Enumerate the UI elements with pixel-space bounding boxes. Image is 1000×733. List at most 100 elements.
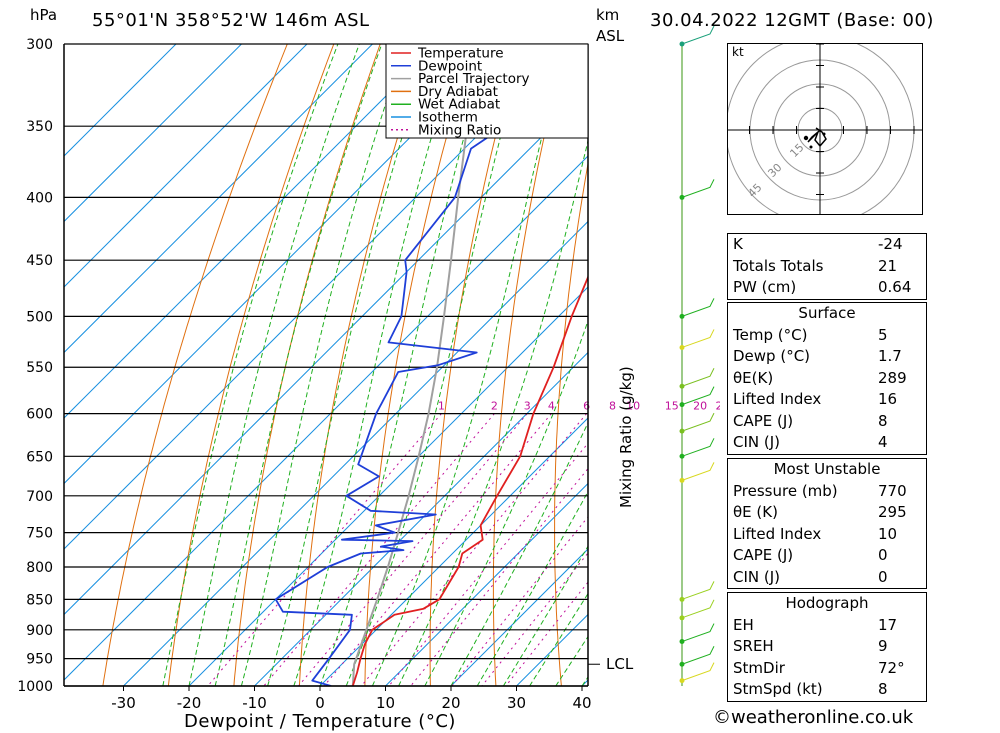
surface-value: 16 — [878, 390, 898, 408]
isotherm-line — [581, 679, 588, 686]
x-tick-label: 30 — [507, 694, 526, 712]
pressure-tick-label: 550 — [26, 360, 53, 376]
asl-axis-label: ASL — [596, 27, 625, 45]
surface-value: 4 — [878, 433, 888, 451]
pressure-tick-label: 650 — [26, 449, 53, 465]
surface-label: θE(K) — [733, 368, 774, 387]
indices-panel: K -24 Totals Totals 21 PW (cm) 0.64 — [727, 233, 927, 300]
legend-entry: Parcel Trajectory — [418, 71, 530, 87]
wind-barb — [681, 329, 715, 348]
most-unstable-title: Most Unstable — [773, 460, 881, 478]
x-tick-label: 0 — [315, 694, 325, 712]
mixing-ratio-line — [451, 516, 588, 686]
mixing-ratio-axis-label: Mixing Ratio (g/kg) — [617, 366, 635, 508]
dewpoint-line — [274, 76, 588, 686]
wind-barb — [681, 179, 715, 198]
mixing-ratio-label: 6 — [583, 400, 590, 413]
surface-title: Surface — [798, 304, 856, 322]
legend-box — [385, 43, 589, 139]
mixing-ratio-label: 20 — [693, 400, 707, 413]
isotherm-line — [64, 44, 242, 223]
legend-entry: Dewpoint — [418, 58, 482, 74]
hodograph-stat-label: StmSpd (kt) — [733, 680, 823, 698]
most-unstable-label: Lifted Index — [733, 524, 822, 543]
mixing-ratio-label: 2 — [491, 400, 498, 413]
surface-label: Temp (°C) — [733, 325, 808, 344]
surface-label: Lifted Index — [733, 390, 822, 408]
hodograph-stats-title: Hodograph — [785, 594, 869, 612]
parcel-trajectory-line — [351, 44, 479, 686]
surface-row: θE(K) 289 — [728, 368, 926, 390]
wind-barb — [681, 599, 715, 619]
index-totals-totals: Totals Totals 21 — [733, 256, 898, 275]
most-unstable-panel: Most Unstable Pressure (mb) 770 θE (K) 295 L… — [727, 458, 927, 589]
dry-adiabat-line — [614, 44, 659, 686]
wind-barb — [681, 386, 715, 406]
most-unstable-value: 10 — [878, 524, 898, 543]
wet-adiabat-line — [502, 545, 588, 686]
legend-entry: Mixing Ratio — [418, 122, 501, 138]
hodograph-stat-row: EH 17 — [728, 615, 926, 637]
lcl-label: LCL — [606, 655, 634, 673]
wet-adiabat-line — [293, 44, 460, 686]
surface-row: CAPE (J) 8 — [728, 411, 926, 433]
surface-value: 5 — [878, 325, 888, 344]
most-unstable-label: Pressure (mb) — [733, 481, 838, 500]
hodograph-stat-row: StmDir 72° — [728, 658, 926, 680]
hpa-axis-label: hPa — [30, 6, 58, 24]
hodograph-stat-value: 17 — [878, 615, 898, 634]
pressure-tick-label: 900 — [26, 623, 53, 639]
isotherm-line — [64, 44, 177, 157]
mixing-ratio-label: 1 — [438, 400, 445, 413]
surface-label: CIN (J) — [733, 433, 781, 451]
wet-adiabat-line — [450, 421, 588, 686]
hodograph-stat-row: StmSpd (kt) 8 — [728, 679, 926, 701]
most-unstable-row: CIN (J) 0 — [728, 567, 926, 589]
isotherm-line — [254, 351, 588, 686]
wet-adiabat-line — [529, 592, 588, 686]
mixing-ratio-label: 25 — [716, 400, 720, 413]
hodograph-stat-label: SREH — [733, 637, 774, 655]
copyright-footer: ©weatheronline.co.uk — [713, 707, 914, 728]
wind-barb — [681, 368, 715, 387]
mixing-ratio-label: 15 — [665, 400, 679, 413]
x-tick-label: -30 — [111, 694, 136, 712]
surface-label: CAPE (J) — [733, 411, 794, 430]
pressure-tick-label: 500 — [26, 309, 53, 325]
surface-row: CIN (J) 4 — [728, 432, 926, 454]
km-axis-label: km — [596, 6, 620, 24]
hodograph-stats-panel: Hodograph EH 17 SREH 9 StmDir 72° StmSpd (kt) 8 — [727, 592, 927, 702]
pressure-tick-label: 600 — [26, 407, 53, 423]
wind-barb — [681, 581, 715, 600]
surface-value: 8 — [878, 411, 888, 430]
mixing-ratio-label: 4 — [548, 400, 555, 413]
surface-row: Lifted Index 16 — [728, 389, 926, 411]
surface-panel: Surface Temp (°C) 5 Dewp (°C) 1.7 θE(K) 289 Li… — [727, 302, 927, 455]
wind-barb — [681, 662, 715, 682]
hodograph-stat-value: 8 — [878, 680, 888, 698]
isotherm-line — [64, 155, 588, 681]
mixing-ratio-label: 8 — [609, 400, 616, 413]
most-unstable-value: 0 — [878, 567, 888, 586]
isotherm-line — [319, 417, 588, 686]
location-title: 55°01'N 358°52'W 146m ASL — [92, 10, 370, 31]
most-unstable-label: θE (K) — [733, 503, 778, 521]
x-tick-label: 40 — [572, 694, 591, 712]
temperature-line — [351, 274, 588, 686]
wind-barb — [681, 412, 715, 432]
pressure-tick-label: 350 — [26, 119, 53, 135]
isotherm-line — [64, 44, 373, 354]
most-unstable-row: CAPE (J) 0 — [728, 545, 926, 567]
mixing-ratio-line — [263, 413, 495, 686]
wind-barb — [681, 462, 715, 481]
most-unstable-value: 0 — [878, 546, 888, 564]
wet-adiabat-line — [371, 44, 566, 686]
wind-barb — [681, 298, 715, 317]
hodograph-unit-label: kt — [732, 45, 744, 59]
pressure-tick-label: 850 — [26, 592, 53, 608]
mixing-ratio-line — [481, 552, 588, 686]
hodograph-stat-row: SREH 9 — [728, 636, 926, 658]
wind-barb — [681, 25, 715, 45]
surface-value: 289 — [878, 368, 907, 387]
surface-row: Dewp (°C) 1.7 — [728, 346, 926, 368]
